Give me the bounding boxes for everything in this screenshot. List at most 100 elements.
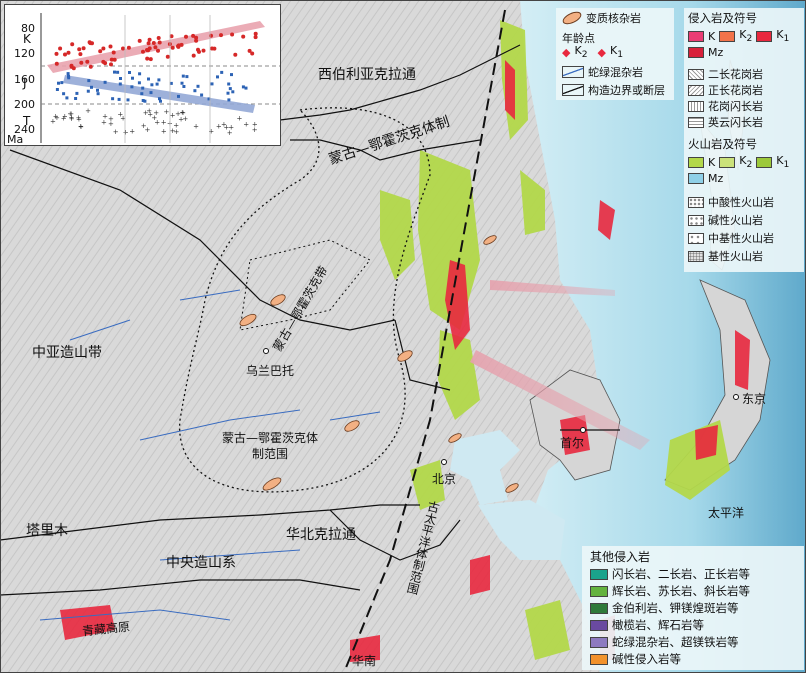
legend-symbols: 变质核杂岩 年龄点 ◆ K2 ◆ K1 蛇绿混杂岩 构造边界或断层 [556, 8, 674, 100]
inset-point-t: + [161, 128, 167, 136]
inset-point-k [176, 44, 181, 49]
diamond-icon: ◆ [597, 45, 606, 59]
inset-point-t: + [108, 120, 114, 128]
inset-point-t: + [193, 123, 199, 131]
inset-point-j [116, 70, 120, 74]
inset-point-k [147, 46, 152, 51]
inset-tick-label: 200 [14, 98, 35, 111]
inset-point-k [66, 50, 71, 55]
swatch-other-intrusive [590, 568, 608, 580]
legend-volcanic-k: K [708, 155, 716, 169]
inset-point-k [137, 38, 142, 43]
inset-point-t: + [161, 119, 167, 127]
inset-point-j [90, 85, 93, 89]
label-mongol-okhotsk-scope: 蒙古—鄂霍茨克体制范围 [222, 431, 319, 461]
inset-point-k [179, 42, 184, 47]
legend-age-k2-sub: 2 [581, 49, 588, 61]
legend-core-complex: 变质核杂岩 [560, 9, 641, 27]
inset-point-k [54, 51, 59, 56]
legend-other-item-label: 金伯利岩、钾镁煌斑岩等 [612, 601, 739, 615]
inset-point-t: + [54, 114, 60, 122]
legend-volcanic-item: 中酸性火山岩 [688, 194, 774, 210]
legend-volcanic-mz: Mz [708, 172, 724, 185]
inset-point-j [137, 81, 141, 85]
inset-point-j [157, 78, 161, 82]
inset-point-k [253, 35, 258, 40]
legend-volcanic-k2-sub: 2 [746, 159, 753, 171]
swatch-intrusive-k2 [719, 30, 736, 42]
legend-intrusive-k1: K1 [776, 28, 789, 44]
inset-point-t: + [252, 126, 258, 134]
inset-point-j [138, 72, 142, 76]
inset-point-t: + [108, 115, 114, 123]
legend-volcanic-item: 碱性火山岩 [688, 212, 763, 228]
inset-point-k [71, 66, 76, 71]
legend-intrusive-item-label: 二长花岗岩 [708, 68, 763, 81]
inset-unit-label: Ma [7, 133, 23, 145]
legend-ophiolite: 蛇绿混杂岩 [562, 64, 643, 80]
legend-intrusive-item: 正长花岗岩 [688, 82, 763, 98]
inset-point-j [150, 83, 154, 87]
legend-other-item-label: 辉长岩、苏长岩、斜长岩等 [612, 584, 750, 598]
legend-other-item-label: 碱性侵入岩等 [612, 652, 681, 666]
inset-tick-label: 80 [21, 22, 35, 35]
inset-point-k [250, 51, 255, 56]
label-tarim: 塔里木 [26, 523, 68, 539]
inset-point-t: + [182, 115, 188, 123]
inset-point-k [98, 49, 103, 54]
ophiolite-line-icon [562, 66, 584, 78]
inset-point-k [101, 59, 106, 64]
legend-volcanic-item: 中基性火山岩 [688, 230, 774, 246]
swatch-volcanic-k2 [719, 156, 736, 168]
legend-volcanic-k-row: K K2 K1 [688, 154, 789, 170]
legend-intrusive-k1-sub: 1 [783, 33, 790, 45]
inset-point-k [197, 49, 201, 54]
inset-point-k [145, 56, 150, 61]
inset-point-t: + [147, 110, 153, 118]
inset-point-k [156, 36, 161, 40]
legend-intrusive-mz: Mz [708, 46, 724, 59]
inset-point-j [207, 97, 211, 101]
legend-age-k2-letter: K [574, 44, 582, 57]
boundary-line-icon [562, 84, 584, 96]
inset-point-k [111, 50, 116, 55]
inset-point-k [58, 46, 63, 51]
inset-point-t: + [153, 109, 159, 117]
inset-point-j [128, 71, 131, 74]
legend-intrusive-item: 二长花岗岩 [688, 66, 763, 82]
legend-intrusive-k: K [708, 29, 716, 43]
inset-point-t: + [216, 123, 222, 131]
legend-other-item-label: 蛇绿混杂岩、超镁铁岩等 [612, 635, 739, 649]
inset-point-k [156, 48, 160, 53]
inset-point-j [111, 97, 115, 101]
inset-point-j [216, 75, 219, 79]
inset-point-k [151, 41, 156, 45]
inset-point-k [157, 40, 162, 45]
inset-point-j [158, 97, 161, 101]
legend-other-item: 碱性侵入岩等 [590, 651, 681, 667]
inset-point-t: + [69, 115, 75, 123]
legend-intrusive-mz-row: Mz [688, 46, 723, 59]
label-north-china-craton: 华北克拉通 [286, 527, 356, 543]
inset-point-j [86, 89, 90, 93]
inset-point-k [191, 33, 196, 38]
inset-point-j [181, 74, 185, 78]
inset-point-j [113, 70, 116, 74]
swatch-volcanic-mz [688, 173, 704, 184]
inset-point-k [169, 34, 174, 39]
inset-point-j [182, 85, 186, 88]
swatch-volcanic-k [688, 156, 704, 168]
inset-point-k [101, 46, 106, 51]
inset-point-j [230, 73, 233, 77]
inset-point-j [185, 75, 189, 79]
legend-volcanic-k1: K1 [776, 154, 789, 170]
inset-point-t: + [62, 113, 68, 121]
inset-point-j [103, 80, 107, 84]
inset-point-t: + [180, 109, 186, 117]
inset-point-j [60, 81, 64, 85]
legend-volcanic-item-label: 中酸性火山岩 [708, 196, 774, 209]
legend-volcanic-k2: K2 [739, 154, 752, 170]
legend-volcanic-item-label: 基性火山岩 [708, 250, 763, 263]
inset-tick-label: 160 [14, 73, 35, 86]
legend-intrusive-k2: K2 [739, 28, 752, 44]
